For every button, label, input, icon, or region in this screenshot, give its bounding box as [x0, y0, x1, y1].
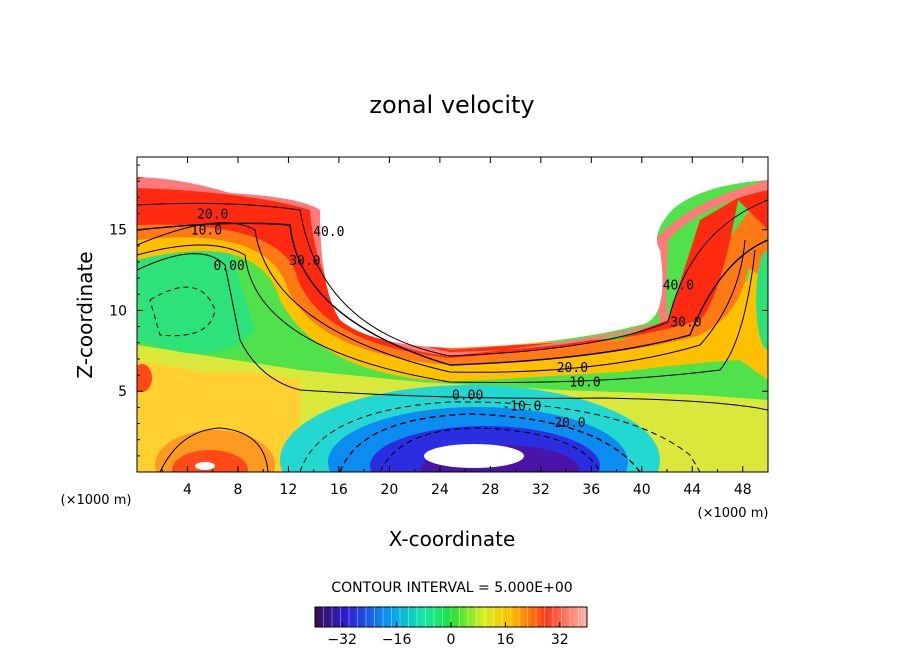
x-tick-label: 20 [380, 482, 398, 498]
contour-line-neg-left [149, 286, 216, 337]
contour-label: -20.0 [547, 416, 586, 431]
contour-line-0 [137, 253, 768, 411]
contour-line-30 [137, 222, 768, 366]
plot-frame [136, 156, 769, 473]
field-hot-blob [172, 450, 248, 472]
x-tick-label: 44 [683, 482, 701, 498]
colorbar-ticks: −32 −16 0 16 32 [327, 622, 569, 648]
y-tick-label: 5 [118, 384, 127, 400]
contour-label: 10.0 [569, 375, 600, 390]
y-tick-label: 10 [109, 303, 127, 319]
x-tick-label: 8 [233, 482, 242, 498]
x-tick-label: 32 [532, 482, 550, 498]
contour-field [137, 157, 768, 472]
x-tick-label: 40 [633, 482, 651, 498]
contour-label: 0.00 [452, 388, 483, 403]
x-axis-label: X-coordinate [389, 527, 516, 551]
contour-label: -10.0 [502, 400, 541, 415]
x-axis: 4 8 12 16 20 24 28 32 36 40 44 48 [161, 157, 752, 498]
field-neg-core [424, 444, 524, 468]
contour-label: 30.0 [670, 316, 701, 331]
contour-label: 10.0 [191, 224, 222, 239]
contour-line-warm-blob [159, 427, 269, 472]
field-right-green [756, 250, 768, 350]
contour-line-neg10 [299, 401, 701, 472]
colorbar-stripes [323, 607, 579, 627]
contour-label: 40.0 [313, 225, 344, 240]
field-surface-white [137, 157, 768, 348]
colorbar-tick-label: −16 [382, 632, 412, 648]
y-tick-label: 15 [109, 223, 127, 239]
contour-lines [137, 199, 768, 472]
contour-label: 0.00 [213, 259, 244, 274]
contour-label: 20.0 [557, 361, 588, 376]
contour-line-40 [137, 199, 768, 357]
contour-interval-text: CONTOUR INTERVAL = 5.000E+00 [331, 580, 572, 596]
x-tick-label: 12 [280, 482, 298, 498]
contour-label: 40.0 [663, 278, 694, 293]
contour-labels: 20.010.00.0040.030.040.030.020.010.00.00… [191, 207, 702, 430]
contour-label: 30.0 [289, 254, 320, 269]
colorbar-tick-label: −32 [327, 632, 357, 648]
x-tick-label: 4 [183, 482, 192, 498]
field-hot-core [195, 462, 215, 470]
contour-line-10 [137, 244, 756, 383]
contour-line-20 [137, 222, 746, 373]
x-tick-label: 16 [330, 482, 348, 498]
colorbar-tick-label: 0 [447, 632, 456, 648]
x-tick-label: 36 [582, 482, 600, 498]
x-tick-label: 24 [431, 482, 449, 498]
chart-title: zonal velocity [369, 91, 534, 119]
field-red-band [137, 172, 768, 358]
y-axis-label: Z-coordinate [73, 251, 97, 378]
colorbar-tick-label: 16 [496, 632, 514, 648]
contour-line-neg30 [379, 427, 601, 472]
field-left-spot [137, 364, 152, 392]
x-unit-left: (×1000 m) [61, 493, 132, 508]
x-unit-right: (×1000 m) [698, 506, 769, 521]
y-axis: 5 10 15 [109, 164, 768, 457]
colorbar-tick-label: 32 [551, 632, 569, 648]
x-tick-label: 28 [481, 482, 499, 498]
x-tick-label: 48 [734, 482, 752, 498]
contour-label: 20.0 [197, 207, 228, 222]
contour-line-neg20 [339, 413, 641, 472]
